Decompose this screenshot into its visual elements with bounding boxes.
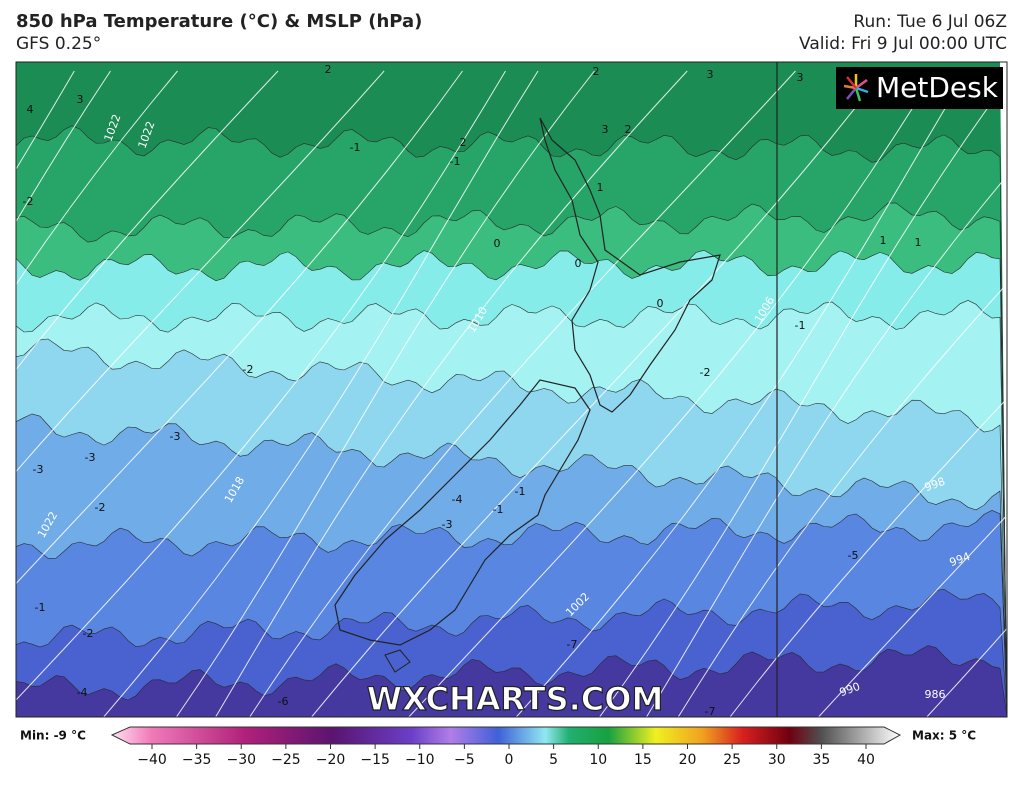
- temperature-label: 1: [880, 234, 887, 247]
- temperature-label: 2: [325, 63, 332, 76]
- colorbar-tick-label: −40: [137, 752, 167, 768]
- colorbar-tick-label: 5: [549, 752, 558, 768]
- temperature-label: 0: [575, 257, 582, 270]
- logo: MetDesk: [876, 71, 999, 104]
- temperature-label: 0: [494, 237, 501, 250]
- watermark: WXCHARTS.COM: [367, 680, 664, 718]
- temperature-label: -2: [95, 501, 106, 514]
- temperature-label: 3: [797, 71, 804, 84]
- temperature-label: -3: [170, 430, 181, 443]
- colorbar-tick-label: 40: [857, 752, 875, 768]
- temperature-label: -2: [700, 366, 711, 379]
- temperature-label: -1: [795, 319, 806, 332]
- temperature-label: -1: [450, 155, 461, 168]
- colorbar-tick-label: 20: [679, 752, 697, 768]
- temperature-label: -3: [85, 451, 96, 464]
- pressure-label: 986: [925, 688, 946, 701]
- temperature-label: -2: [23, 195, 34, 208]
- colorbar-tick-label: 25: [723, 752, 741, 768]
- temperature-label: 1: [915, 236, 922, 249]
- temperature-label: 2: [593, 65, 600, 78]
- isobar: [1020, 71, 1024, 717]
- temperature-label: 3: [602, 123, 609, 136]
- temperature-label: 3: [77, 93, 84, 106]
- model: GFS 0.25°: [16, 34, 101, 54]
- colorbar-max: Max: 5 °C: [912, 729, 976, 743]
- temperature-label: -6: [278, 695, 289, 708]
- temperature-label: -3: [33, 463, 44, 476]
- run: Run: Tue 6 Jul 06Z: [853, 12, 1007, 32]
- temperature-label: -1: [350, 141, 361, 154]
- temperature-label: -1: [515, 485, 526, 498]
- temperature-label: 2: [460, 136, 467, 149]
- temperature-label: -1: [35, 601, 46, 614]
- temperature-label: -4: [77, 686, 88, 699]
- temperature-label: -5: [848, 549, 859, 562]
- colorbar-min: Min: -9 °C: [20, 729, 86, 743]
- temperature-label: 0: [657, 297, 664, 310]
- temperature-label: -7: [705, 705, 716, 718]
- colorbar-tick-label: 30: [768, 752, 786, 768]
- temperature-label: 4: [27, 103, 34, 116]
- temperature-label: -2: [243, 363, 254, 376]
- colorbar-tick-label: 0: [505, 752, 514, 768]
- temperature-label: -4: [452, 493, 463, 506]
- temperature-label: -1: [493, 503, 504, 516]
- colorbar-tick-label: −5: [454, 752, 475, 768]
- map: -1 -1 -1 -1 -1 -1 -2 -2 -2 -2 -2 -3 -3 -3 -3 -4 -4 -5 -6 -7…: [0, 62, 1024, 718]
- temperature-label: 2: [625, 123, 632, 136]
- temperature-label: 3: [707, 68, 714, 81]
- colorbar-tick-label: 35: [812, 752, 830, 768]
- temperature-label: 1: [597, 181, 604, 194]
- colorbar: [112, 727, 900, 744]
- colorbar-tick-label: −30: [226, 752, 256, 768]
- temperature-label: -3: [442, 518, 453, 531]
- colorbar-tick-label: −20: [316, 752, 346, 768]
- colorbar-tick-label: −10: [405, 752, 435, 768]
- colorbar-tick-label: −25: [271, 752, 301, 768]
- title: 850 hPa Temperature (°C) & MSLP (hPa): [16, 11, 422, 32]
- colorbar-tick-label: 15: [634, 752, 652, 768]
- colorbar-tick-label: 10: [589, 752, 607, 768]
- temperature-label: -7: [567, 638, 578, 651]
- valid: Valid: Fri 9 Jul 00:00 UTC: [799, 34, 1007, 54]
- colorbar-tick-label: −15: [360, 752, 390, 768]
- colorbar-tick-label: −35: [182, 752, 212, 768]
- temperature-label: -2: [83, 627, 94, 640]
